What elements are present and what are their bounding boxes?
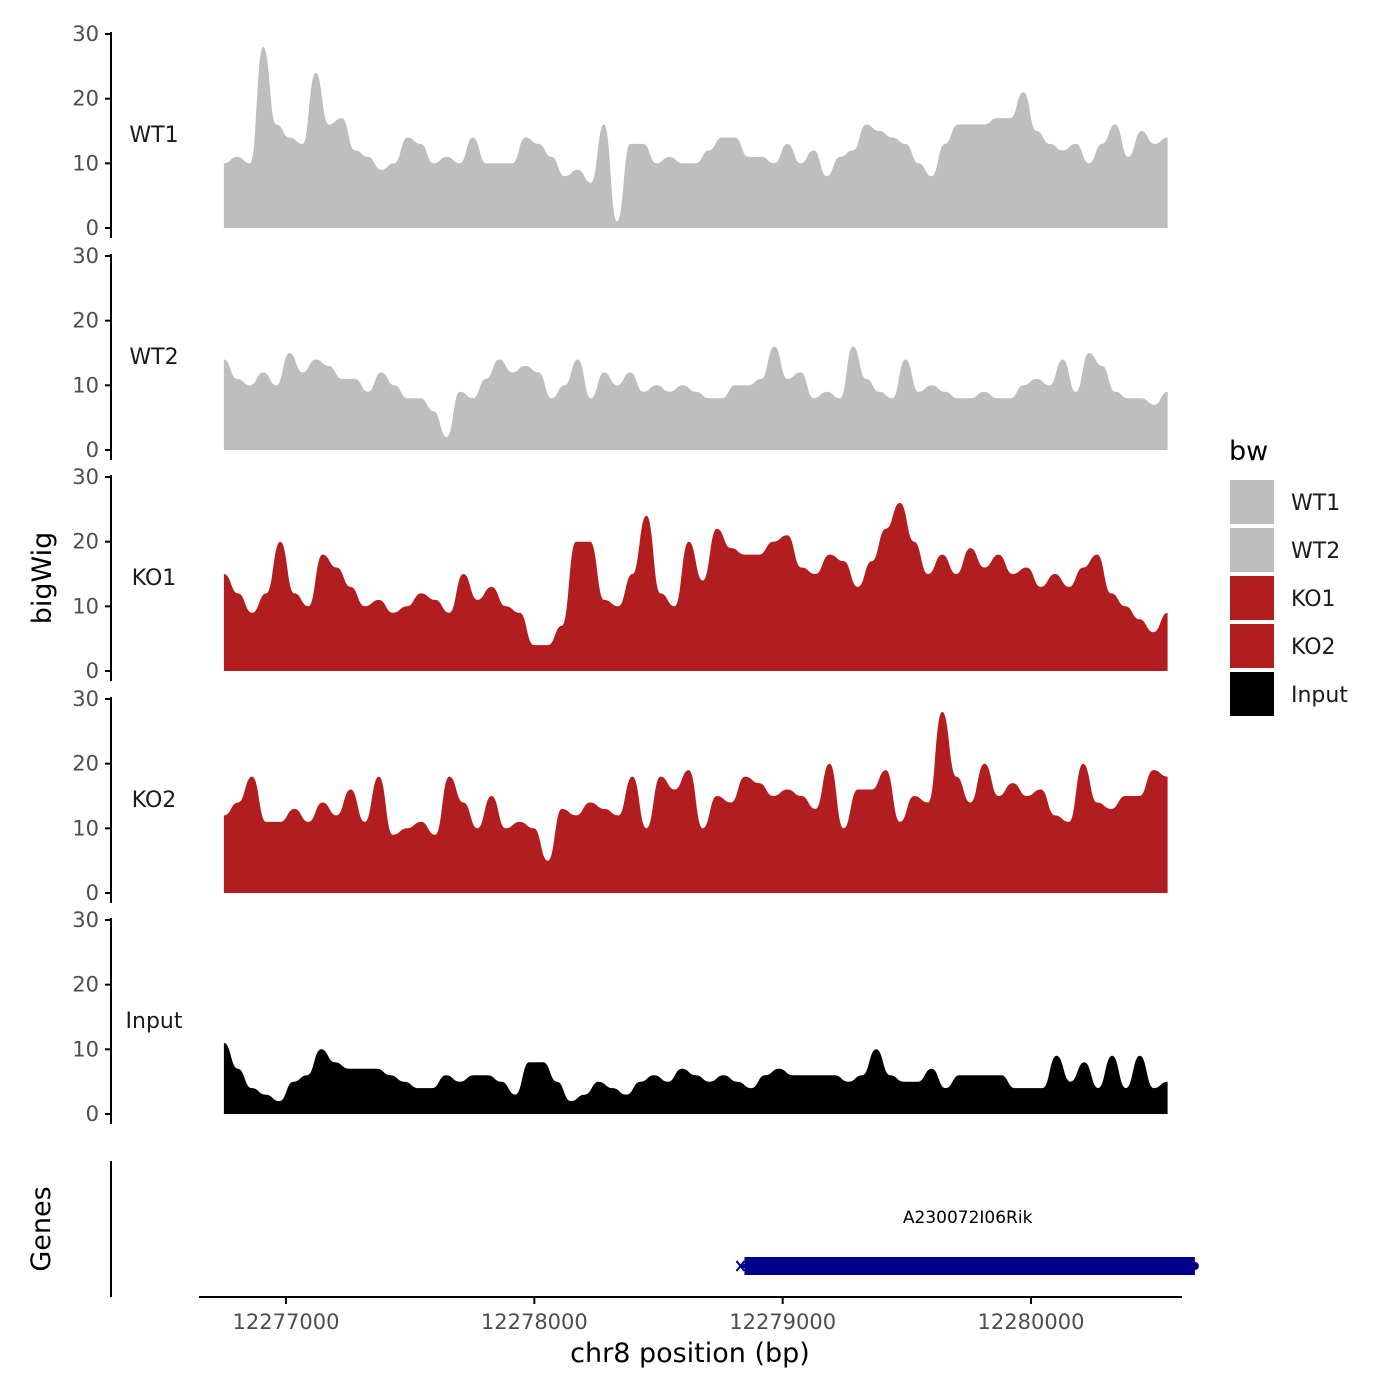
track-panel-ko2: 0 10 20 30 KO2 (72, 687, 1168, 905)
y-tick-label: 30 (72, 465, 99, 489)
track-label-wt1: WT1 (129, 123, 178, 148)
y-tick-label: 0 (86, 881, 99, 905)
coverage-area-ko1 (223, 502, 1168, 671)
coverage-area-wt2 (223, 346, 1168, 450)
gene-name-label: A230072I06Rik (903, 1208, 1033, 1228)
track-panel-input: 0 10 20 30 Input (72, 908, 1168, 1126)
legend-entry-wt1: WT1 (1230, 480, 1340, 524)
gene-end-marker (1190, 1262, 1199, 1270)
legend-label: WT1 (1291, 491, 1340, 516)
y-tick-label: 0 (86, 216, 99, 240)
y-tick-label: 10 (72, 816, 99, 840)
legend-entry-ko1: KO1 (1230, 576, 1336, 620)
track-panels: 0 10 20 30 WT1 0 10 20 30 WT2 0 10 20 30 KO1 0 10 20 30 KO2… (72, 22, 1168, 1126)
track-label-ko2: KO2 (132, 788, 177, 813)
legend-title: bw (1229, 436, 1268, 467)
x-axis-title: chr8 position (bp) (570, 1338, 810, 1369)
legend: bw WT1 WT2 KO1 KO2 Input (1229, 436, 1348, 716)
legend-label: WT2 (1291, 539, 1340, 564)
legend-label: KO2 (1291, 635, 1336, 660)
track-panel-wt2: 0 10 20 30 WT2 (72, 244, 1168, 462)
legend-swatch (1230, 672, 1274, 716)
x-axis: 12277000 12278000 12279000 12280000 (199, 1296, 1182, 1334)
legend-swatch (1230, 480, 1274, 524)
x-tick-label: 12280000 (978, 1310, 1085, 1334)
gene-exon (744, 1257, 1195, 1275)
y-tick-label: 30 (72, 687, 99, 711)
x-tick-label: 12279000 (729, 1310, 836, 1334)
y-tick-label: 10 (72, 373, 99, 397)
gene-panel: Genes A230072I06Rik (26, 1161, 1199, 1297)
y-axis-title: bigWig (27, 532, 58, 625)
y-tick-label: 10 (72, 151, 99, 175)
y-tick-label: 10 (72, 594, 99, 618)
y-tick-label: 0 (86, 1102, 99, 1126)
y-tick-label: 30 (72, 244, 99, 268)
legend-entry-wt2: WT2 (1230, 528, 1340, 572)
coverage-area-ko2 (223, 711, 1168, 893)
y-tick-label: 20 (72, 309, 99, 333)
track-panel-ko1: 0 10 20 30 KO1 (72, 465, 1168, 683)
gene-model: A230072I06Rik (735, 1208, 1199, 1275)
legend-swatch (1230, 624, 1274, 668)
gene-panel-label: Genes (26, 1186, 57, 1271)
x-tick-label: 12277000 (233, 1310, 340, 1334)
gene-strand-marker (735, 1260, 746, 1272)
legend-label: KO1 (1291, 587, 1336, 612)
y-tick-label: 30 (72, 908, 99, 932)
track-label-wt2: WT2 (129, 345, 178, 370)
legend-entry-input: Input (1230, 672, 1348, 716)
coverage-area-input (223, 1042, 1168, 1114)
track-panel-wt1: 0 10 20 30 WT1 (72, 22, 1168, 240)
track-label-ko1: KO1 (132, 566, 177, 591)
y-tick-label: 0 (86, 438, 99, 462)
y-tick-label: 0 (86, 659, 99, 683)
y-tick-label: 10 (72, 1037, 99, 1061)
y-tick-label: 20 (72, 752, 99, 776)
gene-models: A230072I06Rik (735, 1208, 1199, 1275)
y-tick-label: 20 (72, 973, 99, 997)
coverage-area-wt1 (223, 46, 1168, 228)
legend-swatch (1230, 576, 1274, 620)
x-tick-label: 12278000 (481, 1310, 588, 1334)
y-tick-label: 20 (72, 87, 99, 111)
y-tick-label: 30 (72, 22, 99, 46)
legend-swatch (1230, 528, 1274, 572)
y-tick-label: 20 (72, 530, 99, 554)
legend-label: Input (1291, 683, 1348, 708)
track-label-input: Input (126, 1009, 183, 1034)
legend-entry-ko2: KO2 (1230, 624, 1336, 668)
